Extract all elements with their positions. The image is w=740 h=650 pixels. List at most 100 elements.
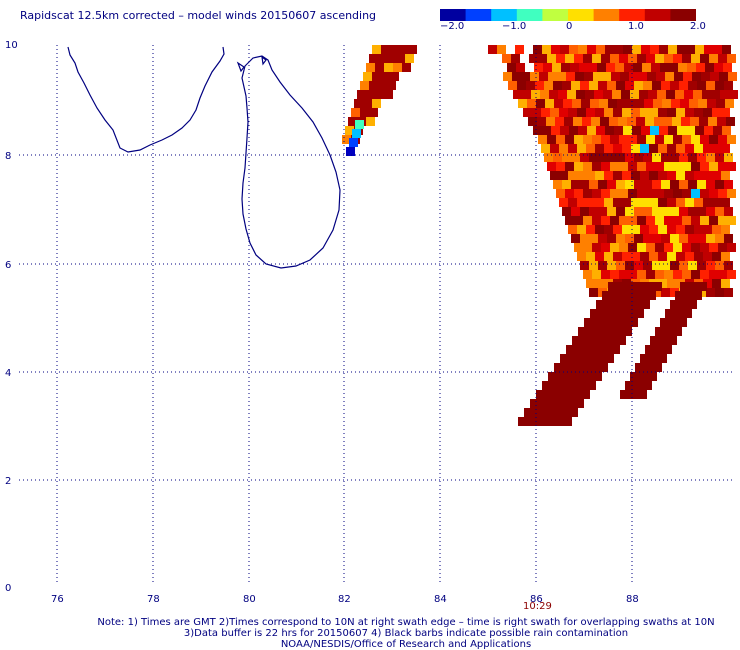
wind-cell [685, 171, 694, 180]
wind-cell [709, 54, 718, 63]
wind-cell [724, 180, 733, 189]
wind-cell [592, 243, 601, 252]
island [261, 55, 267, 66]
wind-cell [715, 81, 724, 90]
wind-cell [587, 45, 596, 54]
wind-cell [655, 162, 664, 171]
wind-cell [544, 153, 553, 162]
wind-cell [609, 117, 618, 126]
wind-cell [534, 63, 543, 72]
wind-cell [673, 54, 682, 63]
wind-cell [727, 189, 736, 198]
wind-cell [652, 261, 661, 270]
wind-cell [635, 99, 644, 108]
wind-cell [638, 72, 647, 81]
wind-cell [595, 279, 604, 288]
wind-cell [577, 198, 586, 207]
wind-cell [599, 336, 608, 345]
colorbar-segment [465, 9, 492, 21]
wind-cell [616, 180, 625, 189]
wind-cell [384, 63, 393, 72]
wind-cell [616, 81, 625, 90]
wind-cell [574, 162, 583, 171]
wind-cell [554, 99, 563, 108]
wind-cell [679, 153, 688, 162]
wind-cell [676, 144, 685, 153]
wind-cell [545, 390, 554, 399]
wind-cell [691, 270, 700, 279]
wind-cell [560, 408, 569, 417]
wind-cell [575, 372, 584, 381]
wind-cell [601, 270, 610, 279]
wind-cell [670, 288, 679, 297]
wind-cell [399, 45, 408, 54]
wind-cell [625, 381, 634, 390]
wind-cell [619, 54, 628, 63]
wind-cell [625, 81, 634, 90]
wind-cell [584, 345, 593, 354]
wind-cell [629, 291, 638, 300]
wind-cell [650, 126, 659, 135]
wind-cell [660, 318, 669, 327]
wind-cell [589, 180, 598, 189]
wind-cell [560, 381, 569, 390]
wind-cell [668, 45, 677, 54]
wind-cell [542, 381, 551, 390]
wind-cell [700, 54, 709, 63]
wind-cell [542, 408, 551, 417]
map-title: Rapidscat 12.5km corrected – model winds… [20, 9, 377, 22]
wind-cell [675, 291, 684, 300]
wind-cell [681, 117, 690, 126]
colorbar-segment [644, 9, 671, 21]
wind-cell [614, 45, 623, 54]
wind-cell [643, 81, 652, 90]
wind-cell [603, 90, 612, 99]
wind-cell [643, 180, 652, 189]
colorbar-segment [516, 9, 543, 21]
wind-cell [590, 363, 599, 372]
wind-cell [637, 243, 646, 252]
wind-cell [568, 171, 577, 180]
wind-cell [612, 90, 621, 99]
wind-cell [600, 117, 609, 126]
wind-cell [381, 45, 390, 54]
wind-cell [511, 54, 520, 63]
wind-cell [719, 72, 728, 81]
wind-cell [692, 72, 701, 81]
wind-cell [408, 45, 417, 54]
wind-cell [546, 117, 555, 126]
wind-cell [497, 45, 506, 54]
wind-cell [538, 135, 547, 144]
wind-cell [637, 189, 646, 198]
wind-cell [616, 207, 625, 216]
wind-cell [628, 216, 637, 225]
wind-cell [576, 90, 585, 99]
wind-cell [644, 363, 653, 372]
wind-cell [387, 54, 396, 63]
wind-cell [664, 216, 673, 225]
wind-cell [587, 354, 596, 363]
wind-cell [703, 108, 712, 117]
wind-cell [715, 153, 724, 162]
wind-cell [360, 81, 369, 90]
wind-cell [700, 162, 709, 171]
wind-cell [697, 234, 706, 243]
wind-cell [680, 99, 689, 108]
wind-cell [598, 207, 607, 216]
wind-cell [664, 135, 673, 144]
wind-cell [667, 108, 676, 117]
wind-cell [652, 234, 661, 243]
wind-cell [614, 327, 623, 336]
wind-cell [643, 381, 652, 390]
wind-cell [402, 63, 411, 72]
wind-cell [595, 225, 604, 234]
wind-cell [655, 270, 664, 279]
wind-cell [643, 153, 652, 162]
wind-cell [721, 108, 730, 117]
wind-cell [625, 153, 634, 162]
wind-cell [381, 72, 390, 81]
wind-cell [637, 135, 646, 144]
wind-cell [718, 243, 727, 252]
wind-cell [631, 108, 640, 117]
wind-cell [352, 129, 361, 138]
